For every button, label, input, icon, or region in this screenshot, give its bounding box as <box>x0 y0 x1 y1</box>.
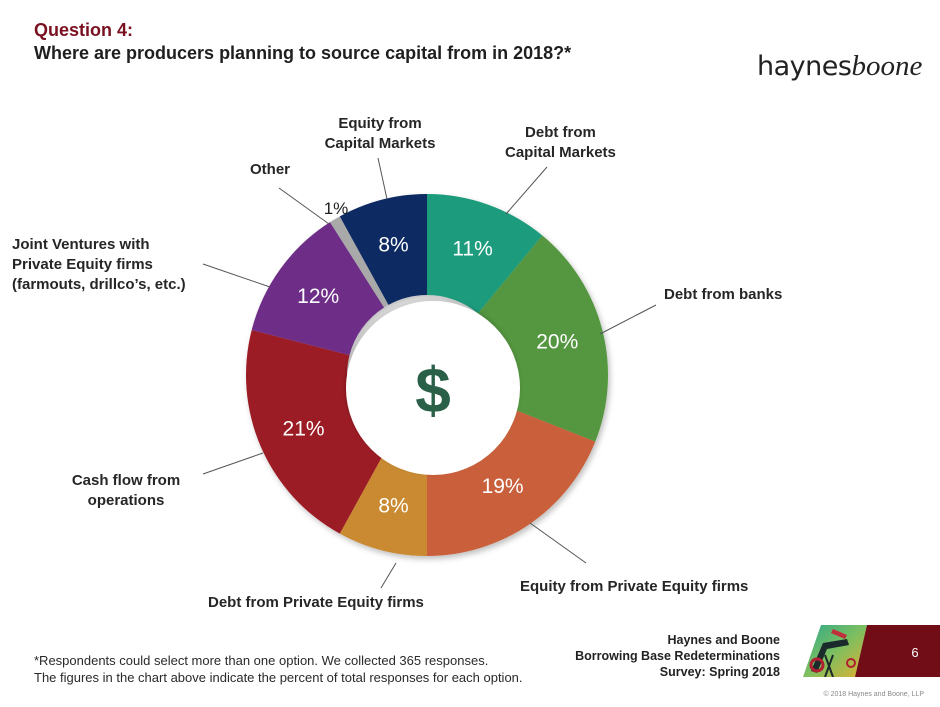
leader-line-equity-pe <box>529 522 587 564</box>
leader-lines <box>202 157 657 589</box>
label-line: Joint Ventures with <box>12 236 150 253</box>
donut-slices <box>246 194 608 556</box>
leader-line-debt-banks <box>599 304 657 335</box>
survey-title-line-2: Borrowing Base Redeterminations <box>575 649 780 663</box>
page-number: 6 <box>911 645 919 660</box>
question-number: Question 4: <box>34 20 134 40</box>
logo-part-boone: boone <box>851 50 923 82</box>
footnote-line-1: *Respondents could select more than one … <box>34 653 489 668</box>
label-line: Capital Markets <box>505 144 616 161</box>
label-equity-pe: Equity from Private Equity firms <box>520 577 748 597</box>
label-line: Capital Markets <box>324 135 436 152</box>
label-debt-banks: Debt from banks <box>664 285 782 305</box>
donut-slice <box>246 329 389 534</box>
label-line: Equity from <box>338 115 422 132</box>
label-cash-flow: Cash flow from operations <box>66 471 186 511</box>
footnote-line-2: The figures in the chart above indicate … <box>34 670 523 685</box>
question-title: Where are producers planning to source c… <box>34 43 572 63</box>
percent-label: 19% <box>482 475 524 498</box>
label-line: Debt from <box>525 124 596 141</box>
percent-label: 8% <box>378 494 408 517</box>
label-line: (farmouts, drillco’s, etc.) <box>12 276 186 293</box>
oil-pumpjack-image <box>803 625 940 677</box>
label-line: Debt from Private Equity firms <box>208 594 424 611</box>
leader-line-equity-capital-markets <box>377 157 388 200</box>
survey-title-line-1: Haynes and Boone <box>667 633 780 647</box>
leader-line-debt-capital-markets <box>505 166 548 215</box>
label-debt-pe: Debt from Private Equity firms <box>208 593 424 613</box>
percent-label: 20% <box>536 331 578 354</box>
percent-label: 12% <box>297 285 339 308</box>
percent-label: 21% <box>283 417 325 440</box>
leader-line-debt-pe <box>380 562 397 589</box>
label-line: Private Equity firms <box>12 256 153 273</box>
donut-slice <box>251 222 385 356</box>
label-line: Cash flow from <box>71 472 181 489</box>
leader-line-other <box>278 187 330 225</box>
percent-label: 11% <box>452 237 492 260</box>
donut-slice <box>427 194 543 314</box>
donut-slice <box>427 404 596 556</box>
label-line: Other <box>250 161 291 178</box>
footnote: *Respondents could select more than one … <box>34 652 523 686</box>
label-line: operations <box>87 492 165 509</box>
label-debt-capital-markets: Debt from Capital Markets <box>505 123 616 163</box>
donut-slice <box>330 216 389 308</box>
percent-label-other: 1% <box>324 199 349 218</box>
survey-title-line-3: Survey: Spring 2018 <box>659 665 780 679</box>
donut-slice <box>339 445 427 556</box>
percent-label: 8% <box>378 234 408 257</box>
logo-part-haynes: haynes <box>757 51 852 82</box>
dollar-sign-icon: $ <box>415 354 451 426</box>
label-other: Other <box>250 160 290 180</box>
donut-hole <box>346 301 520 475</box>
label-joint-ventures: Joint Ventures with Private Equity firms… <box>12 235 186 295</box>
survey-title: Haynes and Boone Borrowing Base Redeterm… <box>575 632 780 680</box>
percent-labels: 11% 20% 19% 8% 21% 12% 8% <box>283 234 579 518</box>
copyright: © 2018 Haynes and Boone, LLP <box>823 691 924 698</box>
label-equity-capital-markets: Equity from Capital Markets <box>318 114 442 154</box>
label-line: Equity from Private Equity firms <box>520 578 749 595</box>
donut-slice <box>339 194 427 305</box>
label-line: Debt from banks <box>664 286 783 303</box>
leader-line-jv <box>202 263 271 288</box>
haynesboone-logo: haynesboone <box>757 50 922 83</box>
leader-line-cash-flow <box>202 452 264 475</box>
